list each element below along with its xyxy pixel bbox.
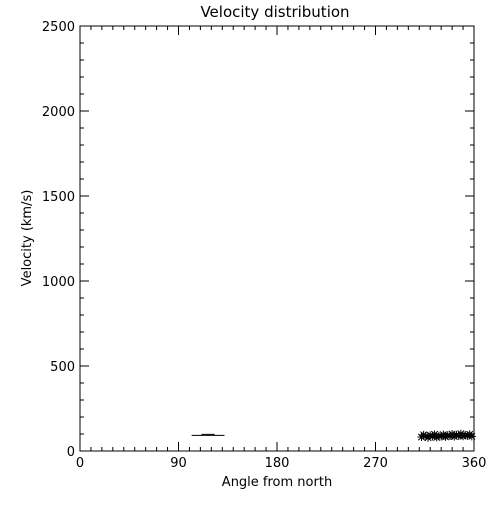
data-marks xyxy=(191,429,476,442)
x-tick-label: 90 xyxy=(170,456,187,471)
chart-title: Velocity distribution xyxy=(200,3,349,21)
data-point xyxy=(426,431,435,440)
data-point xyxy=(419,430,428,439)
data-point xyxy=(459,432,468,441)
x-tick-label: 360 xyxy=(462,456,487,471)
y-tick-label: 1500 xyxy=(42,190,75,205)
data-point xyxy=(461,431,470,440)
data-point xyxy=(463,431,472,440)
data-point xyxy=(434,431,443,440)
data-point xyxy=(443,431,452,440)
axis-ticks xyxy=(79,25,475,452)
data-point xyxy=(452,430,461,439)
data-point xyxy=(430,430,439,439)
x-axis-title: Angle from north xyxy=(222,475,332,490)
x-tick-label: 270 xyxy=(363,456,388,471)
y-tick-label: 2500 xyxy=(42,20,75,35)
x-tick-label: 180 xyxy=(265,456,290,471)
y-axis-title: Velocity (km/s) xyxy=(20,190,35,287)
data-point xyxy=(467,432,476,441)
y-tick-label: 0 xyxy=(67,445,75,460)
y-tick-label: 1000 xyxy=(42,275,75,290)
y-tick-label: 2000 xyxy=(42,105,75,120)
plot-frame xyxy=(79,25,475,452)
x-tick-label: 0 xyxy=(76,456,84,471)
y-tick-label: 500 xyxy=(50,360,75,375)
tick-labels: 0 90 180 270 360 0 500 1000 1500 2000 2500 xyxy=(42,20,487,471)
